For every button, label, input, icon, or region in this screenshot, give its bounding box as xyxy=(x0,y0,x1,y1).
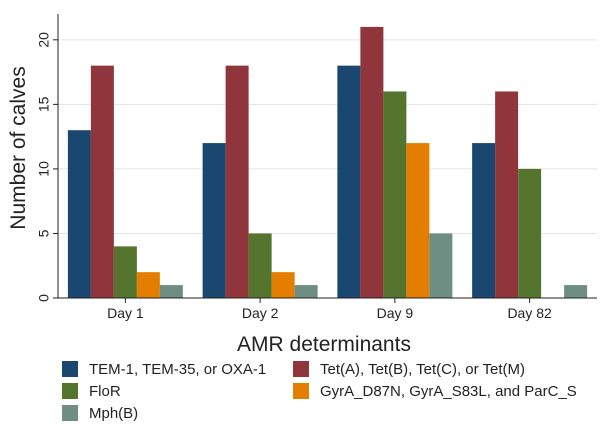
bars xyxy=(67,26,588,299)
bar xyxy=(564,285,588,298)
bar xyxy=(518,168,542,298)
legend-label: TEM-1, TEM-35, or OXA-1 xyxy=(89,361,266,378)
bar xyxy=(202,143,226,298)
legend-swatch xyxy=(62,361,78,377)
bar xyxy=(472,143,496,298)
y-tick-label: 0 xyxy=(36,294,52,302)
axes xyxy=(57,14,597,299)
legend-swatch xyxy=(293,383,309,399)
x-ticks: Day 1 Day 2 Day 9 Day 82 xyxy=(107,298,552,321)
bar xyxy=(495,91,519,298)
y-axis-title: Number of calves xyxy=(7,66,30,229)
y-tick-label: 20 xyxy=(36,32,52,48)
bar xyxy=(90,65,114,299)
x-axis-title: AMR determinants xyxy=(237,333,411,356)
y-ticks: 0 5 10 15 20 xyxy=(36,32,58,302)
bar xyxy=(294,285,318,298)
y-tick-label: 15 xyxy=(36,96,52,112)
bar xyxy=(159,285,183,298)
legend-swatch xyxy=(62,405,78,421)
bar xyxy=(337,65,361,299)
bar xyxy=(225,65,249,299)
bar xyxy=(136,272,160,298)
x-tick-label: Day 9 xyxy=(377,305,414,321)
y-tick-label: 10 xyxy=(36,161,52,177)
x-tick-label: Day 2 xyxy=(242,305,279,321)
legend-swatch xyxy=(293,361,309,377)
bar xyxy=(429,233,453,298)
bar xyxy=(383,91,407,298)
bar xyxy=(113,246,137,298)
legend-swatch xyxy=(62,383,78,399)
y-tick-label: 5 xyxy=(36,229,52,237)
bar xyxy=(360,26,384,299)
legend: TEM-1, TEM-35, or OXA-1 Tet(A), Tet(B), T… xyxy=(62,361,577,422)
bar xyxy=(67,130,91,298)
legend-label: Tet(A), Tet(B), Tet(C), or Tet(M) xyxy=(320,361,525,378)
bar xyxy=(271,272,295,298)
legend-label: FloR xyxy=(89,383,121,400)
bar xyxy=(248,233,272,298)
legend-label: Mph(B) xyxy=(89,405,138,422)
legend-label: GyrA_D87N, GyrA_S83L, and ParC_S xyxy=(320,383,577,400)
bar xyxy=(406,143,430,298)
x-tick-label: Day 1 xyxy=(107,305,144,321)
x-tick-label: Day 82 xyxy=(507,305,552,321)
